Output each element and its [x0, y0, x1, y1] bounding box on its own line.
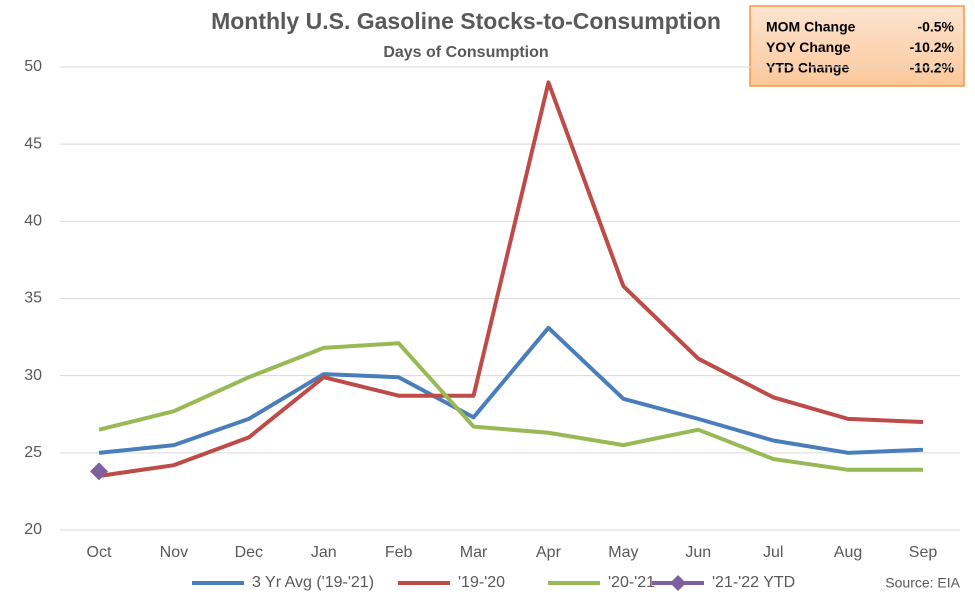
x-tick-label: Sep [909, 544, 938, 561]
series-line [98, 341, 923, 472]
x-tick-label: Feb [385, 544, 413, 561]
y-tick-label: 50 [24, 58, 42, 75]
x-tick-label: Jan [311, 544, 337, 561]
y-tick-label: 25 [24, 444, 42, 461]
y-tick-label: 20 [24, 521, 42, 538]
series-line [98, 325, 924, 455]
x-tick-label: Oct [87, 544, 112, 561]
x-tick-label: Aug [834, 544, 862, 561]
y-tick-label: 45 [24, 135, 42, 152]
x-tick-label: Jun [685, 544, 711, 561]
info-label: YTD Change [766, 60, 849, 76]
legend-label: '21-'22 YTD [712, 574, 795, 591]
point-marker [90, 462, 108, 481]
y-tick-label: 40 [24, 213, 42, 230]
x-tick-label: May [608, 544, 638, 561]
info-label: MOM Change [766, 19, 856, 35]
legend-label: 3 Yr Avg ('19-'21) [252, 574, 374, 591]
legend-label: '20-'21 [608, 574, 655, 591]
x-tick-label: Apr [536, 544, 562, 561]
source: Source: EIA [885, 575, 960, 591]
info-box: MOM Change -0.5% YOY Change -10.2% YTD Chang… [749, 5, 965, 87]
x-tick-label: Mar [460, 544, 488, 561]
y-tick-label: 30 [24, 367, 42, 384]
info-value: -10.2% [910, 60, 955, 76]
x-tick-label: Dec [235, 544, 263, 561]
info-label: YOY Change [766, 39, 851, 55]
x-tick-label: Nov [160, 544, 188, 561]
info-box-frame [749, 5, 965, 87]
series-line [98, 80, 924, 478]
legend-label: '19-'20 [458, 574, 505, 591]
x-tick-label: Jul [763, 544, 783, 561]
info-value: -0.5% [917, 19, 954, 35]
chart-title: Monthly U.S. Gasoline Stocks-to-Consumpt… [211, 8, 721, 34]
chart-subtitle: Days of Consumption [383, 44, 548, 61]
info-value: -10.2% [910, 39, 955, 55]
legend-marker [670, 575, 686, 591]
y-tick-label: 35 [24, 290, 42, 307]
